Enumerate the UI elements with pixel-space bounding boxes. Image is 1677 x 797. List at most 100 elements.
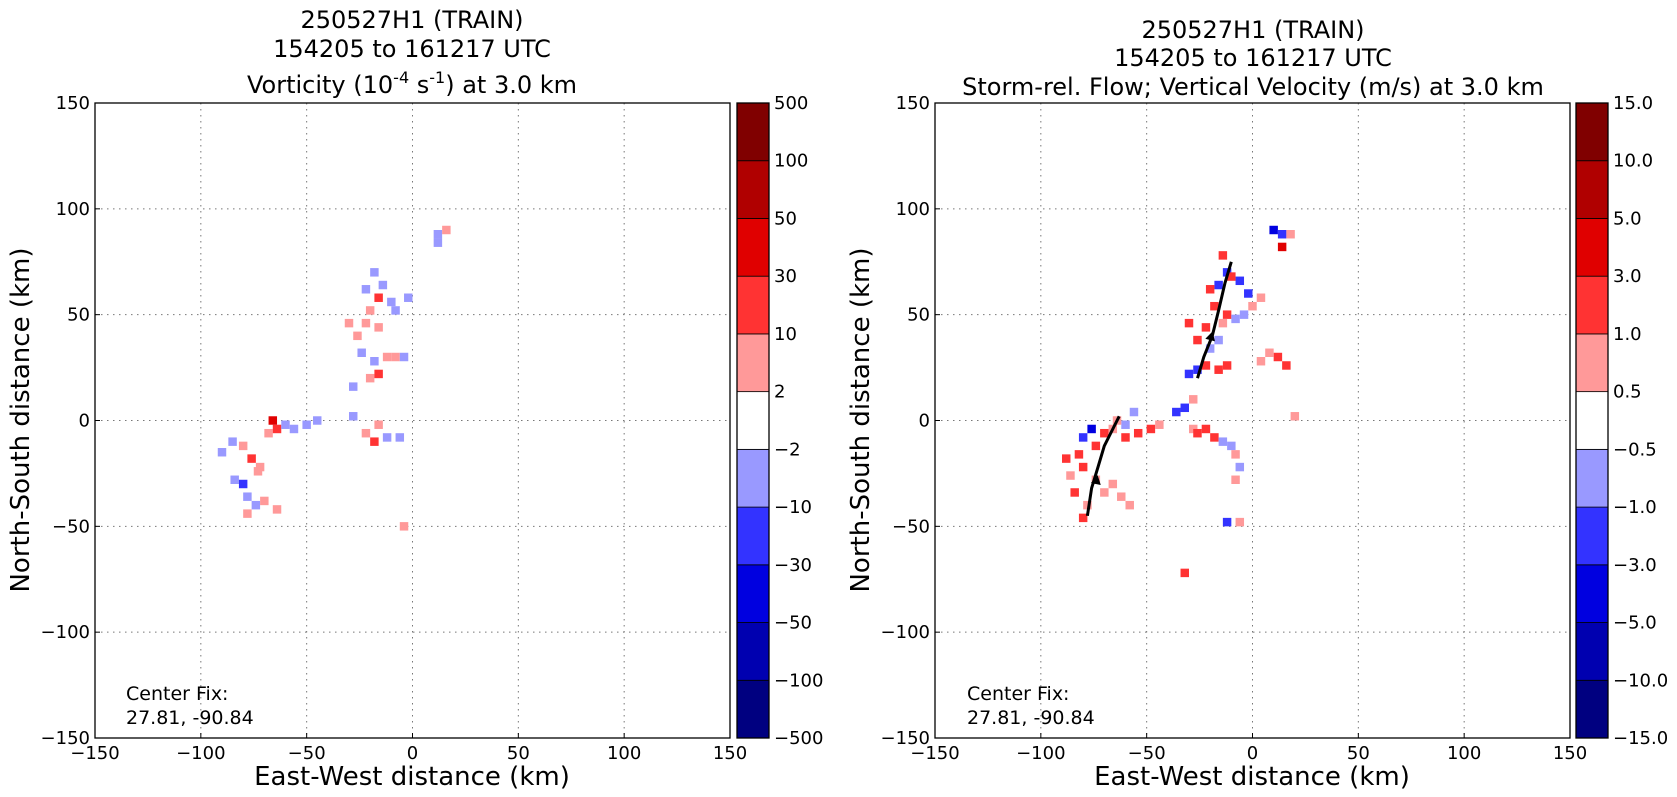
colorbar-segment [736, 506, 770, 566]
velocity-gridlines [935, 103, 1570, 738]
field-cell [238, 441, 248, 451]
vorticity-panel: 250527H1 (TRAIN) 154205 to 161217 UTC Vo… [6, 6, 823, 792]
field-cell [349, 382, 358, 391]
field-cell [1133, 428, 1143, 438]
field-cell [1074, 450, 1084, 459]
field-cell [217, 448, 227, 457]
field-cell [1214, 365, 1223, 374]
field-cell [1239, 310, 1249, 319]
colorbar-tick-label: 3.0 [1613, 266, 1642, 287]
field-cell [1235, 276, 1245, 286]
field-cell [1222, 361, 1232, 370]
field-cell [374, 323, 383, 332]
colorbar-tick-label: −0.5 [1613, 439, 1657, 460]
colorbar-segment [1575, 275, 1609, 335]
streamline [1085, 415, 1121, 517]
colorbar-tick-label: 15.0 [1613, 93, 1653, 114]
field-cell [404, 293, 413, 302]
field-cell [374, 293, 383, 302]
field-cell [1214, 280, 1223, 290]
y-tick-label: 100 [56, 199, 90, 220]
field-cell [1277, 242, 1287, 252]
field-cell [1184, 318, 1194, 328]
field-cell [1256, 293, 1266, 302]
field-cell [1172, 407, 1181, 417]
x-tick-label: −150 [70, 743, 119, 764]
storm-relative-streamlines [1085, 261, 1233, 517]
field-cell [1218, 437, 1228, 446]
x-tick-label: 0 [1247, 743, 1258, 764]
velocity-x-ticks: −150 −100 −50 0 50 100 150 [910, 733, 1587, 764]
field-cell [313, 416, 322, 425]
colorbar-segment [736, 333, 770, 393]
colorbar-segment [736, 448, 770, 508]
field-cell [1062, 454, 1071, 463]
field-cell [344, 318, 354, 328]
field-cell [399, 522, 409, 531]
x-tick-label: 100 [1447, 743, 1481, 764]
colorbar-frame [1575, 102, 1609, 739]
field-cell [1201, 323, 1211, 332]
field-cell [433, 230, 443, 239]
field-cell [395, 433, 405, 442]
vorticity-title-line-2: 154205 to 161217 UTC [273, 35, 551, 63]
colorbar-tick-label: 2 [774, 382, 785, 403]
y-tick-label: 50 [67, 305, 90, 326]
field-cell [228, 437, 237, 446]
vorticity-center-fix-coords: 27.81, -90.84 [126, 707, 254, 729]
field-cell [1277, 230, 1287, 239]
field-cell [1083, 500, 1092, 510]
colorbar-segment [1575, 679, 1609, 739]
velocity-title-line-1: 250527H1 (TRAIN) [1141, 16, 1364, 44]
field-cell [387, 297, 396, 307]
x-tick-label: −50 [288, 743, 326, 764]
colorbar-tick-label: 5.0 [1613, 208, 1642, 229]
field-cell [433, 238, 443, 247]
field-cell [1078, 513, 1088, 523]
field-cell [349, 412, 358, 421]
x-tick-label: 150 [713, 743, 747, 764]
field-cell [272, 424, 282, 434]
colorbar-segment [1575, 448, 1609, 508]
vorticity-x-ticks: −150 −100 −50 0 50 100 150 [70, 733, 747, 764]
field-cell [1201, 424, 1211, 434]
field-cell [1210, 301, 1219, 311]
field-cell [272, 505, 282, 514]
field-cell [1235, 462, 1245, 472]
field-cell [361, 285, 371, 294]
colorbar-tick-label: 10 [774, 324, 797, 345]
y-tick-label: −100 [41, 622, 90, 643]
velocity-x-axis-label: East-West distance (km) [1094, 762, 1410, 792]
colorbar-tick-label: −15.0 [1613, 728, 1668, 749]
colorbar-segment [736, 160, 770, 219]
colorbar-tick-label: 500 [774, 93, 808, 114]
velocity-colorbar: −15.0 −10.0 −5.0 −3.0 −1.0 −0.5 0.5 1.0 3.0 5.0 10… [1575, 93, 1668, 749]
field-cell [1273, 352, 1283, 362]
field-cell [1155, 420, 1164, 429]
field-cell [253, 467, 263, 476]
field-cell [1193, 365, 1202, 374]
field-cell [1078, 433, 1088, 442]
x-tick-label: 0 [407, 743, 418, 764]
field-cell [1180, 568, 1189, 578]
velocity-y-axis-label: North-South distance (km) [846, 247, 876, 592]
field-cell [361, 318, 371, 328]
velocity-title-line-2: 154205 to 161217 UTC [1114, 44, 1392, 72]
y-tick-label: −100 [881, 622, 930, 643]
field-cell [281, 420, 290, 429]
colorbar-tick-label: −50 [774, 613, 812, 634]
field-cell [1227, 272, 1236, 281]
colorbar-tick-label: −10.0 [1613, 670, 1668, 691]
y-tick-label: −50 [52, 516, 90, 537]
field-cell [264, 428, 273, 438]
streamline-arrowhead [1090, 475, 1101, 485]
field-cell [370, 357, 379, 366]
y-tick-label: −150 [41, 728, 90, 749]
colorbar-tick-label: 10.0 [1613, 151, 1653, 172]
colorbar-segment [736, 679, 770, 739]
colorbar-tick-label: 30 [774, 266, 797, 287]
y-tick-label: 100 [896, 199, 930, 220]
y-tick-label: 150 [896, 93, 930, 114]
velocity-y-ticks: −150 −100 −50 0 50 100 150 [881, 93, 940, 749]
